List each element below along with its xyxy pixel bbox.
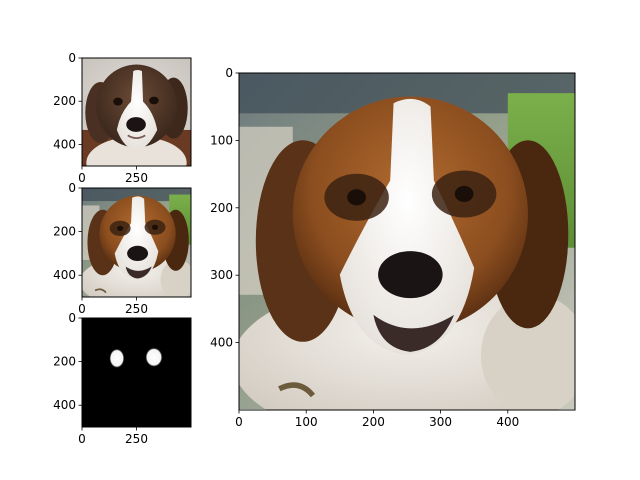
mask-blobs: [109, 347, 163, 369]
puppy-ytick-label-0: 0: [68, 51, 76, 65]
dog-large-xtick-label-3: 300: [429, 415, 452, 429]
dog-small-axis-ticks: 0 250 0 200 400: [53, 181, 148, 316]
puppy-xtick-label-0: 0: [78, 171, 86, 185]
dog-large-ytick-label-4: 400: [210, 336, 233, 350]
mask-xtick-label-0: 0: [78, 432, 86, 446]
mask-xtick-label-1: 250: [125, 432, 148, 446]
puppy-ytick-label-1: 200: [53, 94, 76, 108]
mask-blob-0: [109, 348, 125, 369]
mask-image: [82, 318, 191, 427]
dog-small-xtick-label-1: 250: [125, 302, 148, 316]
mask-blob-1: [145, 347, 163, 368]
dog-small-ytick-label-2: 400: [53, 268, 76, 282]
dog-large-xtick-label-1: 100: [295, 415, 318, 429]
dog-large-axis-ticks: 0 100 200 300 400 0 100 200 300 400: [210, 66, 519, 429]
dog-large-ytick-label-3: 300: [210, 268, 233, 282]
puppy-axis-ticks: 0 250 0 200 400: [53, 51, 148, 185]
dog-small-xtick-label-0: 0: [78, 302, 86, 316]
mask-ytick-label-2: 400: [53, 398, 76, 412]
dog-large-axes-frame: [238, 72, 576, 411]
dog-large-ytick-label-0: 0: [225, 66, 233, 80]
dog-large-ytick-label-1: 100: [210, 133, 233, 147]
dog-large-ytick-label-2: 200: [210, 201, 233, 215]
subplot-puppy: 0 250 0 200 400: [53, 51, 192, 185]
puppy-xtick-label-1: 250: [125, 171, 148, 185]
dog-small-image: [82, 188, 191, 297]
subplot-mask: 0 250 0 200 400: [53, 311, 192, 446]
mask-ytick-label-1: 200: [53, 355, 76, 369]
dog-large-image: [232, 73, 588, 443]
subplot-dog-large: 0 100 200 300 400 0 100 200 300 400: [210, 66, 588, 443]
dog-large-xtick-label-2: 200: [362, 415, 385, 429]
dog-large-xtick-label-0: 0: [235, 415, 243, 429]
puppy-ytick-label-2: 400: [53, 137, 76, 151]
puppy-image: [82, 58, 191, 166]
dog-small-ytick-label-0: 0: [68, 181, 76, 195]
mask-ytick-label-0: 0: [68, 311, 76, 325]
mask-axis-ticks: 0 250 0 200 400: [53, 311, 148, 446]
subplot-dog-small: 0 250 0 200 400: [53, 181, 192, 316]
dog-large-xtick-label-4: 400: [496, 415, 519, 429]
dog-small-ytick-label-1: 200: [53, 225, 76, 239]
